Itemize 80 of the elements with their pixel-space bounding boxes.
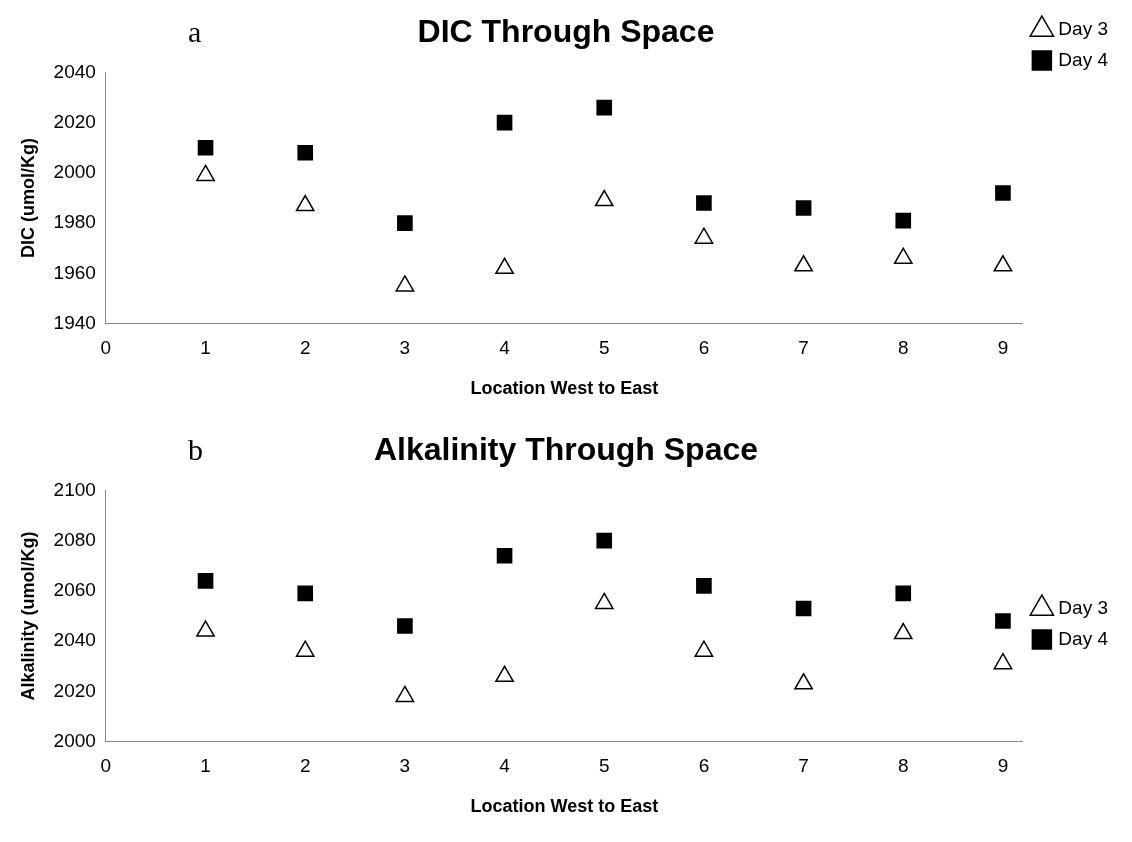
y-tick-label: 2000	[53, 161, 96, 183]
y-tick-label: 2000	[53, 729, 96, 751]
chart-title: DIC Through Space	[417, 13, 715, 50]
x-tick-label: 1	[200, 755, 211, 777]
x-tick-label: 9	[997, 337, 1009, 359]
x-tick-label: 0	[100, 755, 112, 777]
point	[895, 212, 912, 229]
point	[297, 144, 314, 161]
x-tick-label: 6	[698, 755, 710, 777]
y-tick-label: 1980	[53, 211, 96, 233]
point	[496, 114, 513, 131]
x-tick-label: 3	[399, 337, 411, 359]
y-tick-label: 2060	[53, 579, 96, 601]
point	[993, 255, 1013, 272]
point	[696, 578, 712, 594]
point	[196, 164, 215, 182]
text: b	[188, 432, 203, 466]
point	[594, 189, 614, 207]
x-tick-label: 4	[499, 337, 511, 359]
point	[397, 215, 413, 231]
point	[993, 652, 1013, 670]
point	[295, 640, 315, 657]
point	[995, 185, 1011, 201]
point	[496, 547, 513, 564]
x-axis-title: Location West to East	[470, 378, 659, 399]
x-tick-label: 7	[798, 337, 809, 359]
point	[995, 613, 1011, 629]
x-tick-label: 6	[698, 337, 710, 359]
point	[395, 685, 415, 703]
point	[596, 532, 613, 549]
x-tick-label: 7	[798, 755, 809, 777]
x-tick-label: 2	[299, 337, 311, 359]
point	[495, 665, 514, 683]
point	[893, 247, 913, 265]
x-tick-label: 8	[897, 755, 909, 777]
point	[495, 257, 514, 275]
y-tick-label: 2020	[53, 110, 96, 132]
chart-title: Alkalinity Through Space	[373, 431, 759, 468]
point	[696, 195, 712, 211]
point	[295, 194, 315, 212]
point	[197, 139, 214, 156]
point	[694, 640, 714, 657]
y-tick-label: 1960	[53, 261, 96, 283]
y-tick-label: 2100	[53, 478, 96, 500]
point	[197, 573, 214, 589]
legend-label: Day 4	[1058, 627, 1109, 649]
x-tick-label: 0	[100, 337, 112, 359]
legend-label: Day 3	[1058, 17, 1109, 39]
y-tick-label: 2020	[53, 679, 96, 701]
point	[895, 585, 912, 602]
legend-label: Day 3	[1058, 596, 1109, 618]
x-axis-title: Location West to East	[470, 796, 659, 817]
point	[795, 600, 812, 617]
x-tick-label: 3	[399, 755, 411, 777]
y-tick-label: 1940	[53, 311, 96, 333]
y-tick-label: 2040	[53, 60, 96, 82]
y-axis-title: DIC (umol/Kg)	[17, 138, 38, 258]
point	[596, 99, 613, 116]
point	[196, 620, 215, 637]
y-axis-title: Alkalinity (umol/Kg)	[17, 531, 38, 701]
x-tick-label: 4	[499, 755, 511, 777]
x-tick-label: 5	[598, 755, 610, 777]
point	[694, 227, 714, 244]
x-tick-label: 1	[200, 337, 211, 359]
legend-label: Day 4	[1058, 48, 1109, 70]
x-tick-label: 2	[299, 755, 311, 777]
point	[594, 592, 614, 610]
point	[397, 618, 413, 634]
x-tick-label: 5	[598, 337, 610, 359]
text: a	[188, 14, 202, 48]
y-tick-label: 2040	[53, 629, 96, 651]
point	[395, 275, 415, 292]
point	[794, 673, 813, 690]
y-tick-label: 2080	[53, 528, 96, 550]
point	[893, 622, 913, 640]
point	[795, 200, 812, 216]
point	[794, 255, 813, 272]
x-tick-label: 8	[897, 337, 909, 359]
x-tick-label: 9	[997, 755, 1009, 777]
point	[297, 585, 314, 602]
